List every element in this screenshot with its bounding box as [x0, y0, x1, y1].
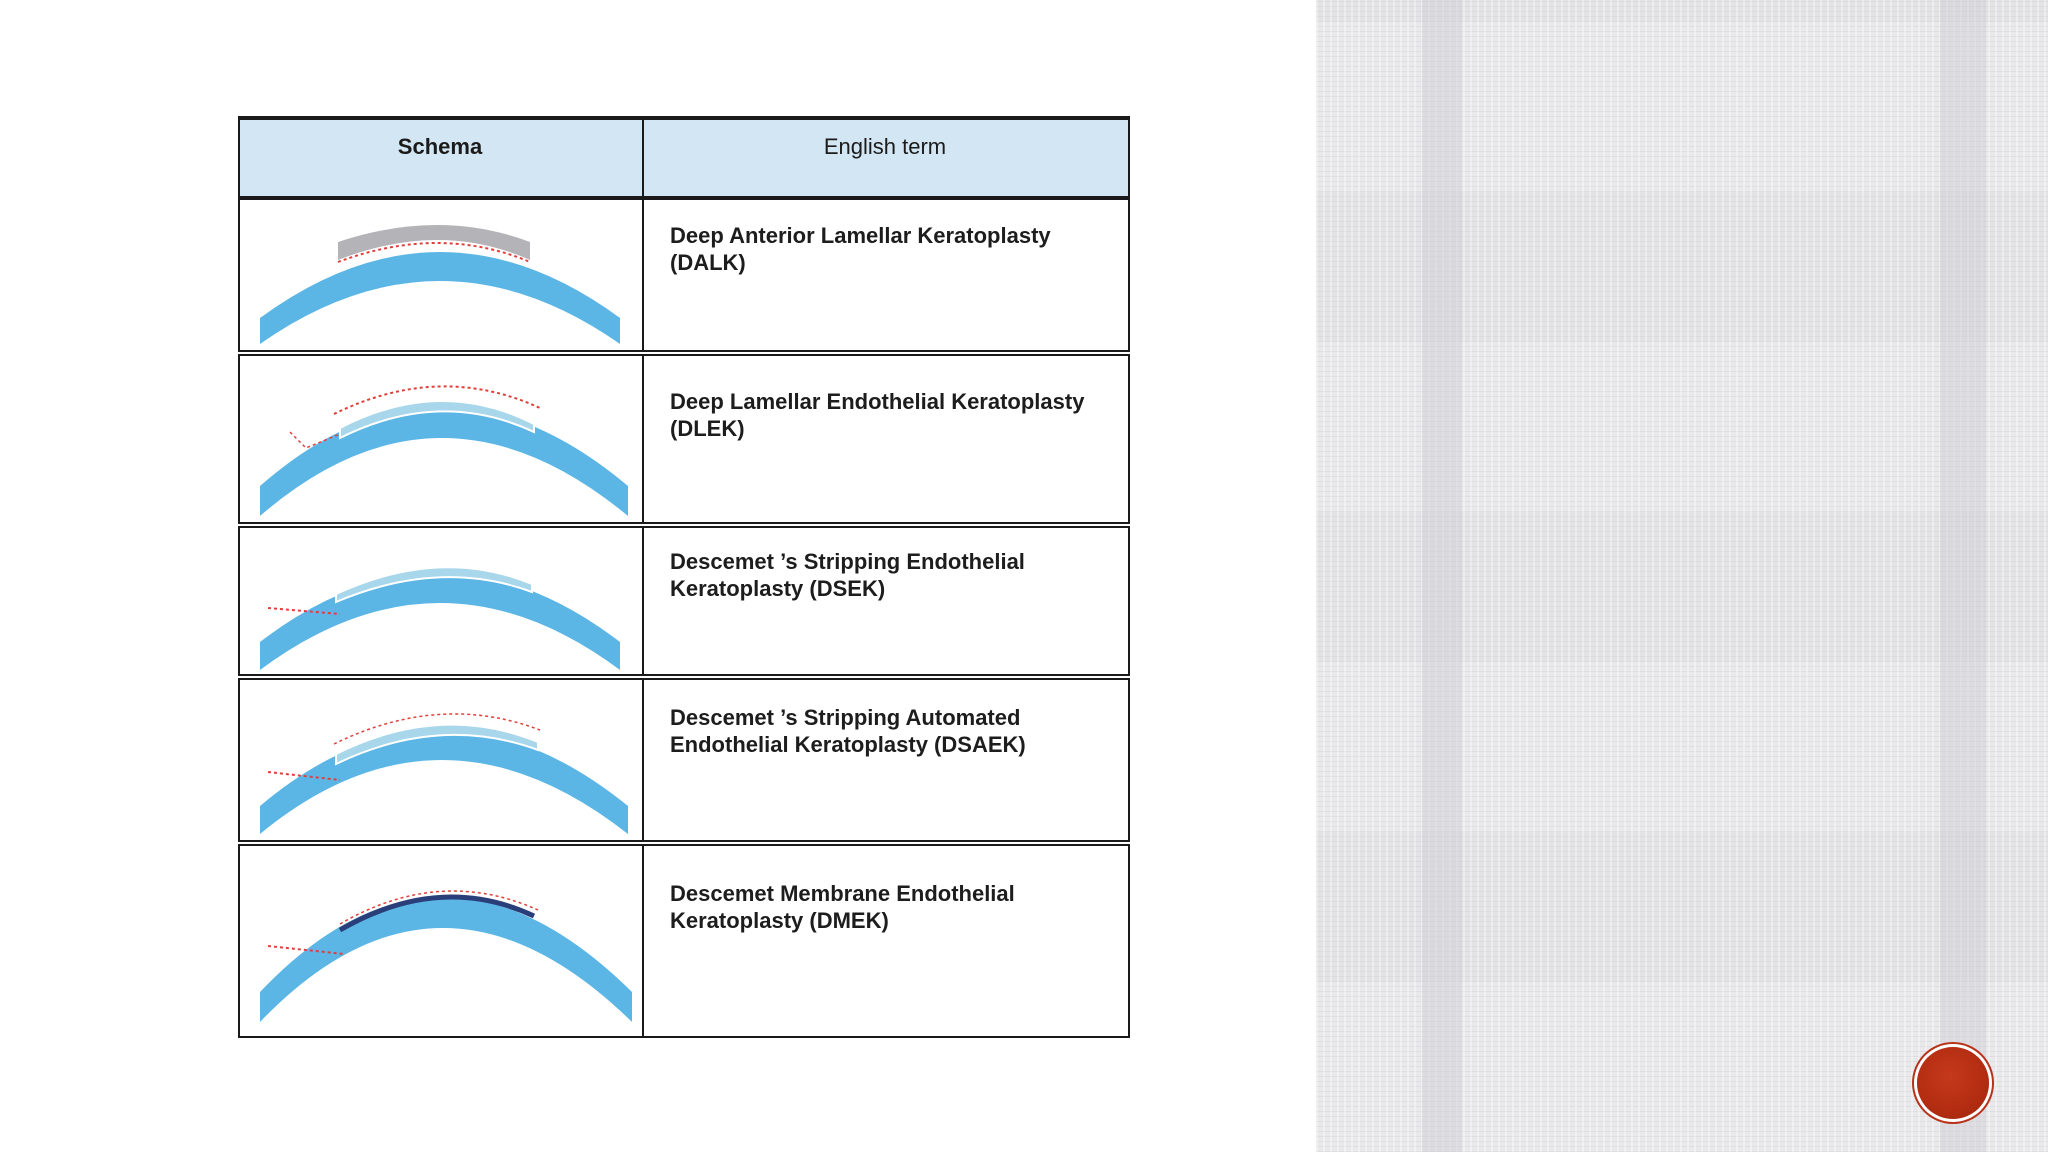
dsaek-graft-shape [335, 723, 539, 766]
dsek-schema-diagram [260, 566, 620, 670]
dissection-line [337, 242, 531, 263]
term-dsaek: Descemet ’s Stripping Automated Endothel… [670, 705, 1026, 757]
cornea-shape [260, 252, 620, 344]
table-row: Deep Lamellar Endothelial Keratoplasty (… [238, 356, 1130, 522]
term-dmek: Descemet Membrane Endothelial Keratoplas… [670, 881, 1015, 933]
table-row: Deep Anterior Lamellar Keratoplasty (DAL… [238, 200, 1130, 350]
panel-band [1422, 0, 1462, 1152]
term-dsek: Descemet ’s Stripping Endothelial Kerato… [670, 549, 1025, 601]
keratoplasty-table: Schema English term Deep Anterior Lamell… [238, 116, 1130, 1038]
dsek-graft-shape [335, 566, 533, 604]
cornea-shape [260, 407, 628, 516]
incision-line [289, 431, 341, 449]
row-separator [238, 522, 1130, 528]
column-divider [642, 680, 644, 840]
header-column-divider [642, 120, 644, 196]
dsaek-schema-diagram [260, 713, 628, 834]
row-separator [238, 350, 1130, 356]
dlek-schema-diagram [260, 385, 628, 516]
incision-line [267, 607, 341, 615]
column-divider [642, 846, 644, 1036]
table-row: Descemet ’s Stripping Endothelial Kerato… [238, 528, 1130, 674]
dalk-schema-diagram [260, 225, 620, 344]
next-slide-button[interactable] [1917, 1047, 1989, 1119]
table-header: Schema English term [238, 116, 1130, 200]
cornea-shape [260, 730, 628, 834]
dissection-line [333, 713, 541, 745]
incision-line [267, 945, 345, 955]
cornea-shape [260, 573, 620, 670]
dissection-line [339, 890, 539, 925]
term-dalk: Deep Anterior Lamellar Keratoplasty (DAL… [670, 223, 1051, 275]
header-english-term: English term [823, 134, 947, 159]
row-separator [238, 674, 1130, 680]
column-divider [642, 200, 644, 350]
column-divider [642, 528, 644, 674]
panel-band [1940, 0, 1986, 1152]
dalk-graft-shape [338, 225, 530, 260]
cornea-shape [260, 897, 632, 1022]
term-dlek: Deep Lamellar Endothelial Keratoplasty (… [670, 389, 1085, 441]
column-divider [642, 356, 644, 522]
dmek-schema-diagram [260, 890, 632, 1022]
table-row: Descemet ’s Stripping Automated Endothel… [238, 680, 1130, 840]
table-bottom-border [238, 1036, 1130, 1038]
dissection-line [333, 385, 541, 415]
header-schema: Schema [397, 134, 483, 159]
row-separator [238, 840, 1130, 846]
dlek-graft-shape [339, 399, 535, 440]
incision-line [267, 771, 341, 781]
table-row: Descemet Membrane Endothelial Keratoplas… [238, 846, 1130, 1036]
decorative-side-panel [1316, 0, 2048, 1152]
dmek-graft-membrane [338, 894, 536, 933]
